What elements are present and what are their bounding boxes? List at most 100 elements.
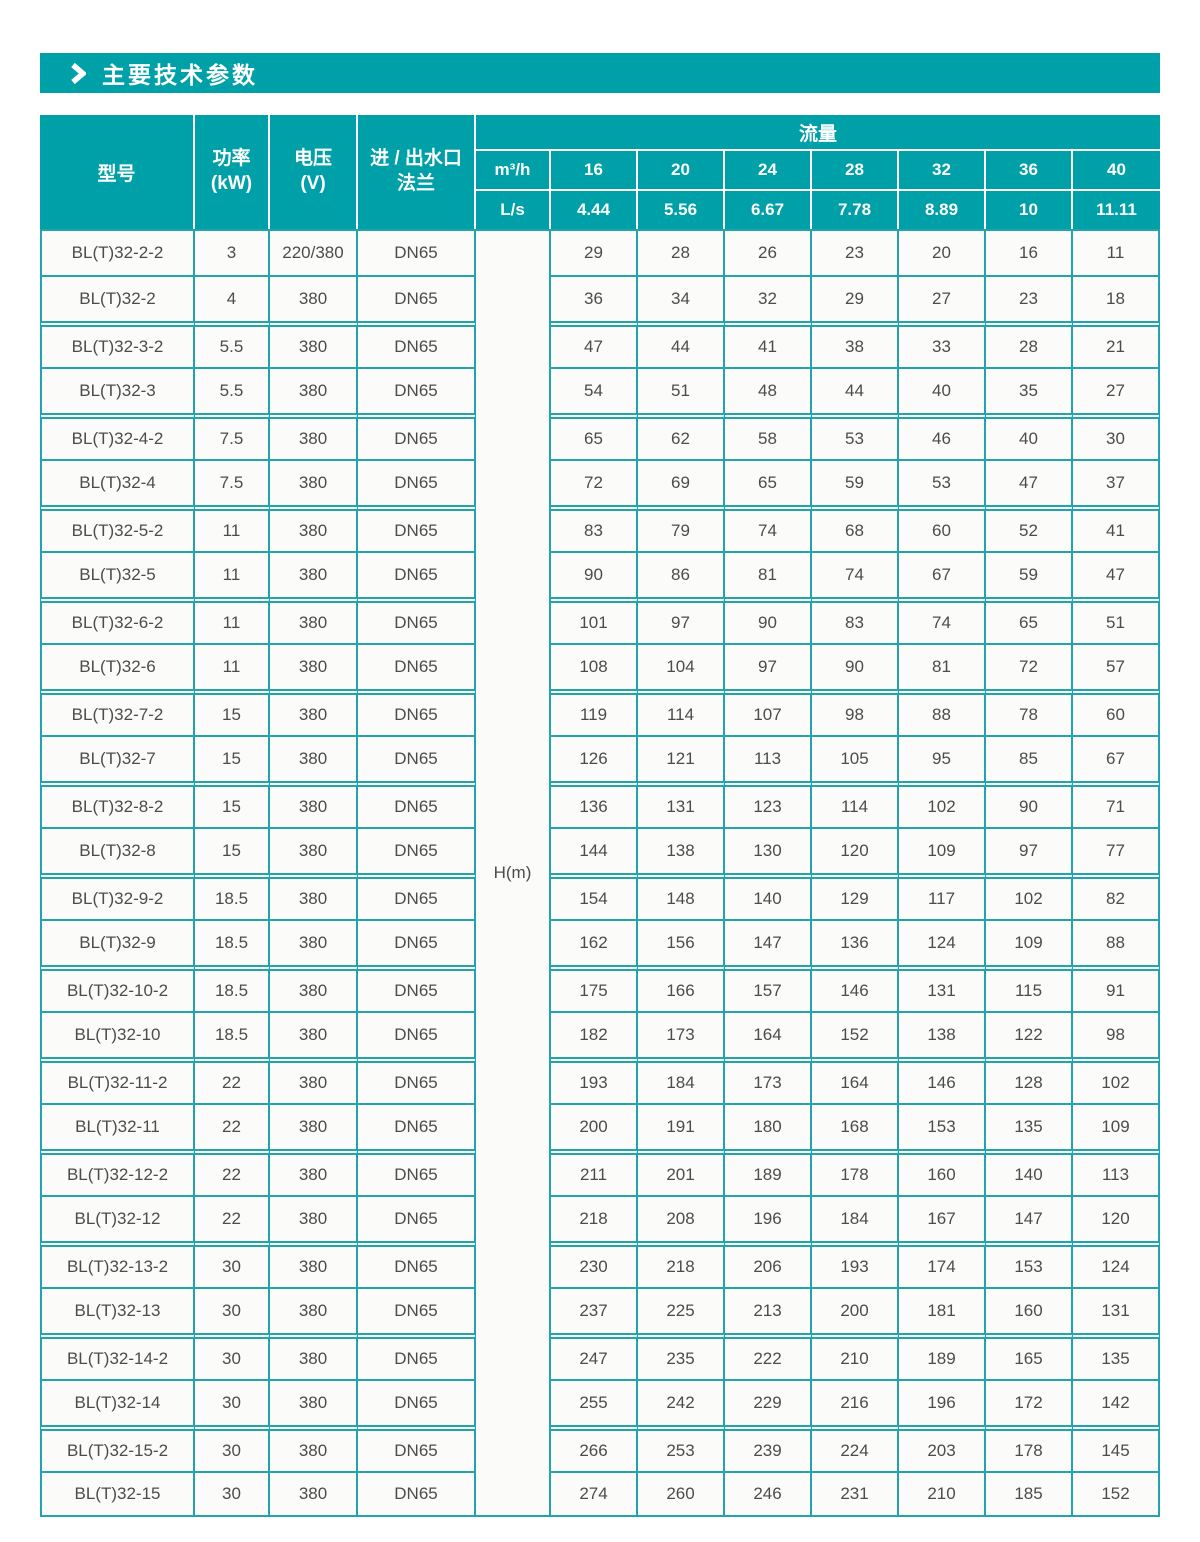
head-value-cell: 60 (1073, 689, 1161, 735)
flow-m3h-value: 32 (899, 151, 986, 191)
head-value-cell: 142 (1073, 1379, 1161, 1425)
head-value-cell: 60 (899, 505, 986, 551)
table-row: BL(T)32-8-2 15 380 DN65 136 131 123 114 102 90 71 (40, 781, 1161, 827)
head-value-cell: 18 (1073, 275, 1161, 321)
voltage-cell: 380 (270, 1103, 358, 1149)
head-value-cell: 97 (638, 597, 725, 643)
head-value-cell: 71 (1073, 781, 1161, 827)
table-row: BL(T)32-11-2 22 380 DN65 193 184 173 164 146 128 1… (40, 1057, 1161, 1103)
head-value-cell: 138 (638, 827, 725, 873)
head-value-cell: 37 (1073, 459, 1161, 505)
voltage-cell: 380 (270, 597, 358, 643)
table-row: BL(T)32-4 7.5 380 DN65 72 69 65 59 53 47 37 (40, 459, 1161, 505)
head-value-cell: 36 (551, 275, 638, 321)
head-value-cell: 200 (812, 1287, 899, 1333)
head-value-cell: 175 (551, 965, 638, 1011)
head-value-cell: 44 (812, 367, 899, 413)
table-row: BL(T)32-8 15 380 DN65 144 138 130 120 109 97 77 (40, 827, 1161, 873)
head-value-cell: 74 (812, 551, 899, 597)
head-value-cell: 23 (986, 275, 1073, 321)
head-value-cell: 126 (551, 735, 638, 781)
power-cell: 30 (195, 1333, 270, 1379)
flange-cell: DN65 (358, 367, 476, 413)
head-value-cell: 140 (725, 873, 812, 919)
voltage-cell: 380 (270, 1149, 358, 1195)
head-value-cell: 173 (638, 1011, 725, 1057)
head-value-cell: 218 (551, 1195, 638, 1241)
head-value-cell: 115 (986, 965, 1073, 1011)
model-cell: BL(T)32-7 (40, 735, 195, 781)
head-value-cell: 189 (899, 1333, 986, 1379)
flow-ls-value: 8.89 (899, 191, 986, 229)
head-value-cell: 67 (1073, 735, 1161, 781)
flange-cell: DN65 (358, 689, 476, 735)
table-row: BL(T)32-11 22 380 DN65 200 191 180 168 153 135 109 (40, 1103, 1161, 1149)
head-value-cell: 123 (725, 781, 812, 827)
head-value-cell: 246 (725, 1471, 812, 1517)
col-header-flange: 进 / 出水口 法兰 (358, 115, 476, 229)
flow-m3h-row: m³/h 16 20 24 28 32 36 40 (40, 151, 1161, 191)
head-value-cell: 178 (986, 1425, 1073, 1471)
voltage-cell: 380 (270, 1011, 358, 1057)
head-value-cell: 173 (725, 1057, 812, 1103)
spec-table: 型号 功率 (kW) 电压 (V) 进 / 出水口 法兰 流量 m³/h 16 2… (40, 115, 1161, 1517)
head-value-cell: 108 (551, 643, 638, 689)
head-value-cell: 79 (638, 505, 725, 551)
head-value-cell: 11 (1073, 229, 1161, 275)
head-value-cell: 95 (899, 735, 986, 781)
head-value-cell: 51 (1073, 597, 1161, 643)
head-value-cell: 72 (986, 643, 1073, 689)
model-cell: BL(T)32-8-2 (40, 781, 195, 827)
flange-cell: DN65 (358, 643, 476, 689)
power-cell: 30 (195, 1425, 270, 1471)
flange-cell: DN65 (358, 1425, 476, 1471)
head-value-cell: 119 (551, 689, 638, 735)
flow-ls-row: L/s 4.44 5.56 6.67 7.78 8.89 10 11.11 (40, 191, 1161, 229)
power-cell: 22 (195, 1149, 270, 1195)
head-value-cell: 46 (899, 413, 986, 459)
head-value-cell: 81 (899, 643, 986, 689)
head-value-cell: 20 (899, 229, 986, 275)
head-value-cell: 113 (1073, 1149, 1161, 1195)
head-value-cell: 152 (812, 1011, 899, 1057)
col-header-power: 功率 (kW) (195, 115, 270, 229)
voltage-cell: 380 (270, 827, 358, 873)
head-value-cell: 98 (1073, 1011, 1161, 1057)
head-value-cell: 65 (725, 459, 812, 505)
flow-ls-value: 4.44 (551, 191, 638, 229)
ls-unit-label: L/s (476, 191, 551, 229)
flow-m3h-value: 28 (812, 151, 899, 191)
voltage-cell: 380 (270, 551, 358, 597)
voltage-cell: 380 (270, 919, 358, 965)
head-value-cell: 129 (812, 873, 899, 919)
head-value-cell: 184 (812, 1195, 899, 1241)
head-value-cell: 86 (638, 551, 725, 597)
head-value-cell: 178 (812, 1149, 899, 1195)
head-value-cell: 16 (986, 229, 1073, 275)
model-cell: BL(T)32-3-2 (40, 321, 195, 367)
model-cell: BL(T)32-15-2 (40, 1425, 195, 1471)
head-value-cell: 156 (638, 919, 725, 965)
head-value-cell: 152 (1073, 1471, 1161, 1517)
flange-cell: DN65 (358, 919, 476, 965)
model-cell: BL(T)32-9-2 (40, 873, 195, 919)
head-value-cell: 101 (551, 597, 638, 643)
model-cell: BL(T)32-10-2 (40, 965, 195, 1011)
table-row: BL(T)32-3 5.5 380 DN65 54 51 48 44 40 35 27 (40, 367, 1161, 413)
head-value-cell: 58 (725, 413, 812, 459)
model-cell: BL(T)32-12-2 (40, 1149, 195, 1195)
head-value-cell: 182 (551, 1011, 638, 1057)
head-value-cell: 47 (986, 459, 1073, 505)
head-value-cell: 135 (986, 1103, 1073, 1149)
voltage-cell: 380 (270, 275, 358, 321)
head-value-cell: 136 (812, 919, 899, 965)
head-value-cell: 124 (1073, 1241, 1161, 1287)
head-value-cell: 29 (812, 275, 899, 321)
head-value-cell: 90 (725, 597, 812, 643)
flange-cell: DN65 (358, 275, 476, 321)
model-cell: BL(T)32-2-2 (40, 229, 195, 275)
head-value-cell: 51 (638, 367, 725, 413)
head-value-cell: 247 (551, 1333, 638, 1379)
head-value-cell: 208 (638, 1195, 725, 1241)
head-value-cell: 196 (725, 1195, 812, 1241)
